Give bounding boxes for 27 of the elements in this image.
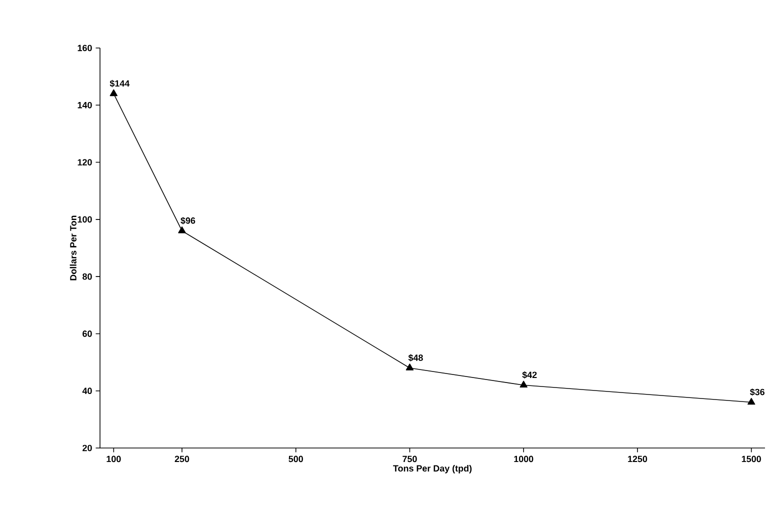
- y-tick-label: 140: [78, 102, 92, 108]
- x-tick-label: 1000: [514, 456, 534, 462]
- data-label: $42: [522, 371, 537, 379]
- x-tick-label: 250: [174, 456, 190, 462]
- point: [520, 380, 528, 388]
- y-tick-label: 60: [82, 330, 92, 337]
- point: [747, 398, 756, 405]
- y-tick-label: 80: [82, 273, 92, 280]
- x-tick-label: 500: [288, 456, 303, 462]
- x-tick-label: 1500: [742, 456, 761, 462]
- point: [178, 226, 186, 234]
- data-label: $48: [408, 354, 423, 362]
- y-tick-label: 120: [78, 159, 92, 166]
- point: [110, 89, 118, 96]
- data-label: $96: [180, 217, 196, 224]
- x-tick-label: 100: [106, 456, 121, 462]
- x-axis-title: Tons Per Day (tpd): [393, 464, 472, 474]
- y-tick-label: 160: [78, 44, 92, 52]
- y-tick-label: 40: [82, 388, 92, 394]
- x-tick-label: 750: [402, 456, 417, 462]
- point: [406, 364, 414, 370]
- y-tick-label: 100: [78, 216, 92, 223]
- y-axis-title: Dollars Per Ton: [70, 216, 76, 280]
- data-label: $144: [110, 80, 130, 88]
- data-label: $36: [750, 388, 764, 396]
- x-tick-label: 1250: [628, 456, 648, 462]
- y-tick-label: 20: [82, 444, 92, 452]
